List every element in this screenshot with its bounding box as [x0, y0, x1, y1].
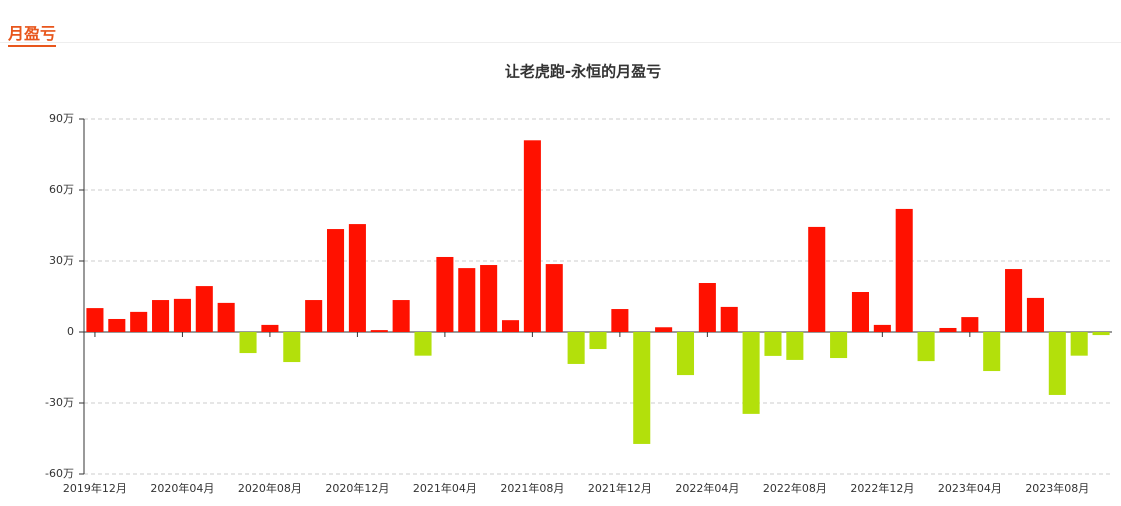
bar	[86, 308, 104, 332]
x-tick-label: 2022年08月	[763, 481, 827, 495]
y-tick-label: 0	[67, 325, 74, 338]
x-tick-label: 2023年04月	[938, 481, 1002, 495]
x-tick-label: 2019年12月	[63, 481, 127, 495]
bar	[917, 332, 935, 362]
bar	[414, 332, 432, 356]
x-tick-label: 2020年04月	[150, 481, 214, 495]
bar	[611, 309, 629, 332]
x-tick-label: 2022年04月	[675, 481, 739, 495]
bar	[370, 330, 388, 332]
bar	[480, 265, 498, 332]
bar	[305, 300, 323, 332]
bar	[851, 292, 869, 332]
bar	[173, 298, 191, 332]
bar	[545, 264, 563, 332]
bar	[217, 302, 235, 332]
bar	[742, 332, 760, 414]
bar	[283, 332, 301, 363]
bar	[261, 324, 279, 332]
bar	[348, 224, 366, 332]
bar	[786, 332, 804, 360]
bar	[567, 332, 585, 364]
bar	[895, 208, 913, 332]
bar	[1026, 297, 1044, 332]
x-tick-label: 2021年04月	[413, 481, 477, 495]
bar	[676, 332, 695, 376]
x-tick-label: 2023年08月	[1025, 481, 1089, 495]
bar	[130, 311, 148, 332]
bar	[108, 318, 126, 332]
bar	[633, 332, 651, 444]
bar	[1092, 332, 1110, 336]
bar	[983, 332, 1001, 372]
y-tick-label: 60万	[49, 183, 74, 196]
x-tick-label: 2022年12月	[850, 481, 914, 495]
bar	[436, 256, 454, 332]
bar	[873, 324, 891, 332]
bar	[1070, 332, 1088, 356]
y-tick-label: -30万	[45, 396, 74, 409]
bar	[720, 306, 738, 332]
section-title: 月盈亏	[8, 20, 57, 47]
bar	[327, 229, 345, 332]
bar	[195, 286, 213, 332]
bar	[589, 332, 607, 350]
bar	[523, 140, 541, 332]
x-tick-label: 2020年12月	[325, 481, 389, 495]
bar	[655, 327, 673, 332]
bar	[698, 283, 716, 332]
bar	[152, 300, 170, 332]
bar	[1005, 269, 1023, 332]
bar	[392, 300, 410, 332]
bar	[239, 332, 257, 354]
bar	[808, 226, 826, 332]
y-tick-label: 90万	[49, 112, 74, 125]
chart-title: 让老虎跑-永恒的月盈亏	[505, 63, 661, 81]
bar	[939, 327, 957, 332]
bar	[830, 332, 848, 359]
divider	[0, 42, 1121, 43]
x-tick-label: 2021年08月	[500, 481, 564, 495]
x-tick-label: 2021年12月	[588, 481, 652, 495]
bar	[961, 317, 979, 332]
bar	[764, 332, 782, 356]
bar	[458, 268, 476, 332]
bar	[1048, 332, 1066, 395]
y-tick-label: 30万	[49, 254, 74, 267]
y-tick-label: -60万	[45, 467, 74, 480]
x-tick-label: 2020年08月	[238, 481, 302, 495]
bar	[501, 320, 520, 332]
